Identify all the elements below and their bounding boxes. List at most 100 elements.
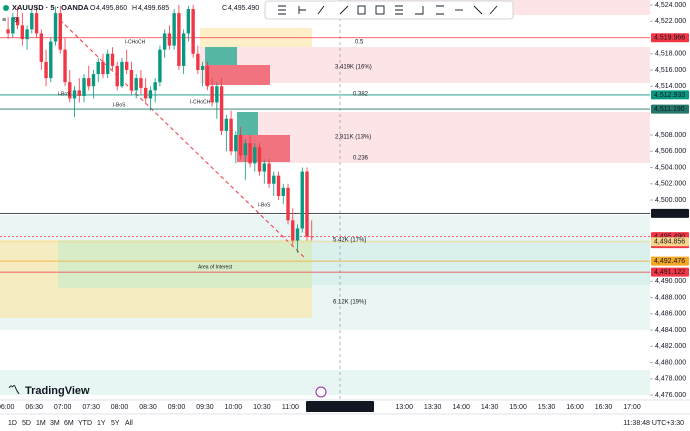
candle-body: [49, 41, 53, 79]
price-badge: [651, 256, 689, 266]
price-badge-label: 4,519.966: [654, 35, 685, 42]
candle-body: [101, 61, 105, 75]
y-tick-label: 4,500.000: [655, 197, 686, 204]
y-tick-label: 4,524.000: [655, 2, 686, 9]
x-tick-label: 10:00: [225, 404, 243, 411]
candle-body: [129, 70, 134, 91]
x-tick-label: 07:00: [54, 404, 72, 411]
candle-body: [44, 61, 48, 79]
candle-body: [267, 163, 271, 184]
annotation: 0.236: [353, 156, 369, 162]
x-tick-label: 11:00: [282, 404, 299, 411]
candle-body: [39, 33, 44, 62]
candle-body: [25, 29, 29, 40]
candle-body: [110, 53, 115, 66]
candle-body: [158, 49, 162, 83]
crosshair-label: Mon 01 Jun '26 11:55: [307, 404, 374, 411]
y-tick-label: 4,516.000: [655, 67, 686, 74]
price-badge: [651, 33, 689, 43]
annotation: I-CHoCH: [125, 39, 146, 45]
candle-body: [276, 175, 281, 196]
top-toolbar[interactable]: [264, 0, 514, 20]
candle-body: [20, 25, 25, 40]
price-badge-label: 4,494.856: [654, 239, 685, 246]
annotation: 5.42K (17%): [333, 238, 366, 244]
candle-body: [286, 187, 290, 221]
candle-body: [82, 78, 86, 96]
y-tick-label: 4,506.000: [655, 148, 686, 155]
annotation: 0.5: [355, 40, 364, 46]
candle-body: [210, 86, 214, 103]
price-badge: [651, 208, 689, 218]
ohlc-value: 4,499.685: [138, 5, 169, 12]
candle-body: [262, 163, 266, 172]
x-tick-label: 08:00: [111, 404, 129, 411]
annotation: I-BoS: [58, 91, 71, 97]
candle-body: [305, 171, 309, 237]
event-icon: [315, 386, 327, 398]
candle-body: [162, 33, 167, 50]
y-tick-label: 4,480.000: [655, 359, 686, 366]
range-button[interactable]: All: [125, 420, 133, 427]
candle-body: [205, 65, 210, 87]
x-tick-label: 16:00: [566, 404, 584, 411]
range-button[interactable]: YTD: [78, 420, 92, 427]
x-tick-label: 13:00: [395, 404, 413, 411]
price-badge-label: 4,491.122: [654, 269, 685, 276]
range-button[interactable]: 1M: [36, 420, 46, 427]
annotation: 2.811K (13%): [335, 135, 371, 141]
candle-body: [196, 53, 200, 70]
indicator-count[interactable]: 9: [14, 17, 18, 24]
y-tick-label: 4,490.000: [655, 278, 686, 285]
x-tick-label: 06:00: [0, 404, 15, 411]
candle-body: [96, 61, 100, 75]
y-tick-label: 4,514.000: [655, 83, 686, 90]
y-tick-label: 4,482.000: [655, 343, 686, 350]
ohlc-key: O: [90, 5, 96, 12]
bottom-bar: 〽 TradingView 1D 5D 1M 3M 6M YTD 1Y 5Y All 11:38:4…: [0, 383, 690, 427]
range-button[interactable]: 5Y: [111, 420, 120, 427]
price-badge-label: 4,492.476: [654, 258, 685, 265]
candle-body: [134, 78, 138, 91]
symbol: XAUUSD · 5 · OANDA: [12, 3, 89, 12]
svg-text:〽: 〽: [8, 383, 20, 397]
candle-body: [181, 33, 186, 66]
y-tick-label: 4,488.000: [655, 294, 686, 301]
candle-body: [63, 49, 67, 83]
range-button[interactable]: 1D: [8, 420, 17, 427]
price-badge: [651, 104, 689, 114]
price-axis: [650, 0, 690, 400]
candle-body: [115, 65, 119, 87]
candle-body: [53, 13, 58, 42]
range-button[interactable]: 6M: [64, 420, 74, 427]
candle-body: [191, 9, 195, 54]
x-tick-label: 17:00: [623, 404, 641, 411]
price-badge: [651, 267, 689, 277]
x-tick-label: 14:30: [481, 404, 499, 411]
annotation: I-CHoCH: [190, 99, 211, 105]
clock: 11:38:48 UTC+3:30: [623, 420, 684, 427]
candle-body: [300, 171, 304, 229]
y-tick-label: 4,518.000: [655, 51, 686, 58]
x-tick-label: 06:30: [25, 404, 43, 411]
candle-body: [253, 147, 257, 164]
x-tick-label: 15:30: [538, 404, 556, 411]
y-tick-label: 4,504.000: [655, 164, 686, 171]
candle-body: [106, 53, 110, 75]
candle-body: [215, 86, 219, 103]
candle-body: [30, 13, 34, 30]
range-button[interactable]: 5D: [22, 420, 31, 427]
candle-body: [153, 82, 157, 91]
candle-body: [200, 65, 205, 70]
x-tick-label: 07:30: [82, 404, 100, 411]
candle-body: [167, 33, 172, 46]
ohlc-key: H: [132, 5, 137, 12]
price-badge-label: 4,511.190: [654, 106, 685, 113]
price-badge-label: 4,495.490: [654, 233, 685, 240]
x-tick-label: 09:30: [196, 404, 214, 411]
range-button[interactable]: 1Y: [97, 420, 106, 427]
ohlc-key: C: [222, 5, 227, 12]
candle-body: [87, 78, 91, 87]
range-button[interactable]: 3M: [50, 420, 60, 427]
